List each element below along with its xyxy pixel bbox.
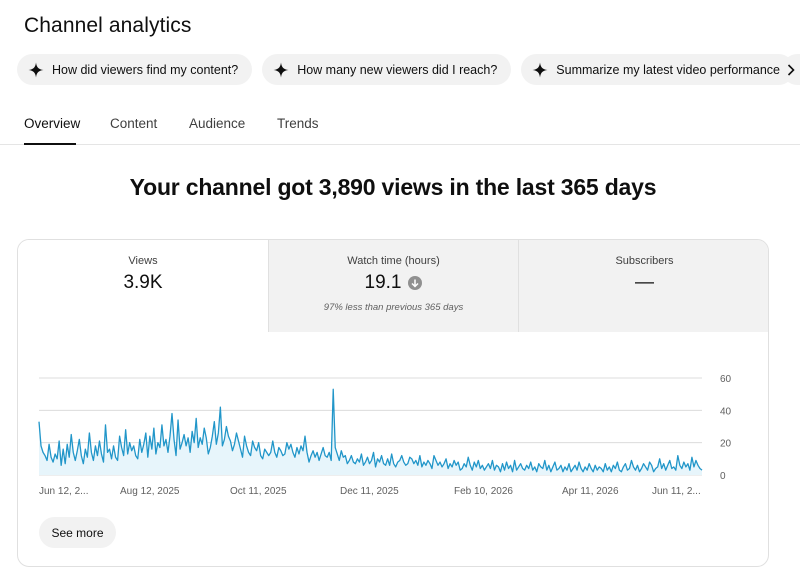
views-chart[interactable]: 60 40 20 0 Jun 12, 2... Aug 12, 2025 Oct 11, 2… <box>18 332 769 507</box>
metric-value: — <box>635 272 654 293</box>
chip-label: How many new viewers did I reach? <box>297 62 498 77</box>
arrow-down-icon <box>408 276 423 290</box>
chip-viewer-sources[interactable]: How did viewers find my content? <box>17 54 253 85</box>
x-tick-label: Jun 11, 2... <box>652 486 701 497</box>
y-tick-label: 60 <box>720 374 732 385</box>
see-more-button[interactable]: See more <box>39 517 116 548</box>
series-area <box>39 389 702 475</box>
metric-label: Watch time (hours) <box>347 255 440 267</box>
overview-card: Views 3.9K Watch time (hours) 19.1 97% l… <box>17 239 769 567</box>
metric-value-row: — <box>519 272 768 294</box>
metric-value-row: 3.9K <box>18 272 268 294</box>
chip-label: How did viewers find my content? <box>52 62 239 77</box>
metric-value-row: 19.1 <box>269 272 518 294</box>
chips-scroll-right-button[interactable] <box>782 54 800 85</box>
active-tab-indicator <box>24 143 76 145</box>
metric-value: 19.1 <box>364 272 402 293</box>
tab-overview[interactable]: Overview <box>24 116 81 131</box>
tab-content[interactable]: Content <box>110 116 158 131</box>
y-tick-label: 20 <box>720 439 732 450</box>
sparkle-icon <box>28 62 44 77</box>
x-tick-label: Dec 11, 2025 <box>340 486 399 497</box>
series-line <box>38 388 703 473</box>
tab-trends[interactable]: Trends <box>277 116 319 131</box>
page-title: Channel analytics <box>24 14 192 37</box>
chevron-right-icon <box>787 63 795 76</box>
metric-label: Subscribers <box>615 255 674 267</box>
x-tick-label: Aug 12, 2025 <box>120 486 180 497</box>
sparkle-icon <box>273 62 289 77</box>
tab-audience[interactable]: Audience <box>189 116 246 131</box>
y-tick-label: 40 <box>720 406 732 417</box>
metric-views[interactable]: Views 3.9K <box>18 240 268 332</box>
chip-new-viewers[interactable]: How many new viewers did I reach? <box>262 54 512 85</box>
x-tick-label: Feb 10, 2026 <box>454 486 513 497</box>
metric-comparison-note: 97% less than previous 365 days <box>323 302 464 313</box>
metric-watch-time[interactable]: Watch time (hours) 19.1 97% less than pr… <box>268 240 518 332</box>
x-tick-label: Apr 11, 2026 <box>562 486 619 497</box>
x-tick-label: Jun 12, 2... <box>39 486 88 497</box>
x-tick-label: Oct 11, 2025 <box>230 486 287 497</box>
summary-headline: Your channel got 3,890 views in the last… <box>129 174 657 200</box>
metric-subscribers[interactable]: Subscribers — <box>518 240 768 332</box>
suggestion-chips: How did viewers find my content? How man… <box>17 54 794 85</box>
tab-bar: Overview Content Audience Trends <box>0 106 800 145</box>
y-tick-label: 0 <box>720 471 726 482</box>
chip-summarize-video[interactable]: Summarize my latest video performance <box>521 54 794 85</box>
metric-label: Views <box>128 255 158 267</box>
sparkle-icon <box>532 62 548 77</box>
chip-label: Summarize my latest video performance <box>556 62 780 77</box>
metric-value: 3.9K <box>123 272 163 293</box>
